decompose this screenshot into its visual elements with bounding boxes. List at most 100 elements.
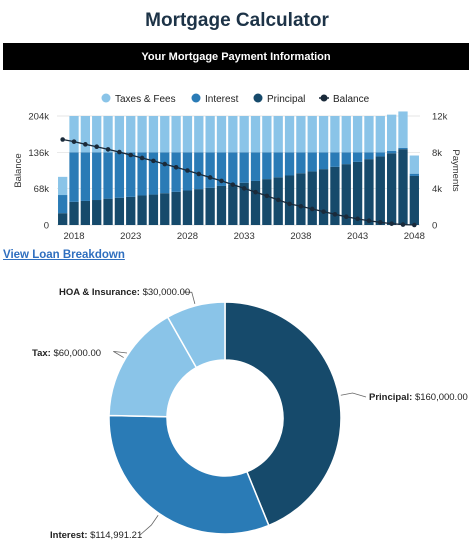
payment-bar-chart: Taxes & Fees Interest Principal Balance 0 68k…: [13, 93, 461, 242]
bar-taxes-fees: [307, 116, 317, 153]
bar-taxes-fees: [114, 116, 125, 153]
x-tick-label: 2043: [347, 231, 368, 242]
balance-point: [400, 222, 406, 227]
balance-point: [173, 164, 179, 170]
bar-interest: [171, 152, 181, 192]
bar-taxes-fees: [160, 116, 170, 153]
bar-taxes-fees: [194, 116, 204, 153]
x-tick-label: 2018: [63, 231, 84, 242]
view-loan-breakdown-link[interactable]: View Loan Breakdown: [3, 249, 125, 261]
bar-interest: [318, 152, 329, 170]
bar-taxes-fees: [296, 116, 306, 153]
y-right-axis-title: Payments: [450, 149, 461, 191]
y-left-tick-label: 68k: [34, 184, 50, 195]
donut-label-value: $30,000.00: [143, 287, 191, 298]
bar-principal: [148, 194, 159, 225]
bar-principal: [216, 185, 227, 225]
y-right-tick-label: 12k: [432, 112, 448, 123]
balance-point: [355, 216, 360, 222]
y-right-tick-label: 8k: [432, 148, 442, 159]
bar-taxes-fees: [250, 116, 261, 153]
donut-label-name: Interest:: [50, 530, 90, 541]
bar-principal: [92, 200, 102, 225]
bar-principal: [228, 184, 238, 225]
y-left-tick-label: 136k: [28, 148, 49, 159]
bar-interest: [80, 152, 91, 201]
bar-interest: [137, 152, 147, 196]
bar-interest: [296, 152, 306, 174]
bar-principal: [114, 197, 125, 225]
bar-interest: [250, 152, 261, 181]
bar-principal: [182, 190, 193, 225]
bar-principal: [69, 201, 79, 225]
bar-principal: [386, 153, 397, 225]
bar-interest: [352, 152, 363, 162]
bar-interest: [341, 152, 351, 165]
legend-dot-marker: [253, 93, 263, 103]
balance-point: [298, 203, 304, 209]
bar-principal: [171, 191, 181, 225]
bar-taxes-fees: [137, 116, 147, 153]
page-title: Mortgage Calculator: [145, 10, 329, 31]
bar-interest: [364, 152, 374, 160]
y-left-tick-label: 0: [44, 221, 49, 232]
legend-item-taxes-fees: Taxes & Fees: [101, 93, 176, 105]
bar-taxes-fees: [262, 116, 272, 153]
balance-point: [253, 189, 258, 195]
bar-interest: [239, 152, 249, 183]
bar-taxes-fees: [92, 116, 102, 153]
legend-label: Taxes & Fees: [115, 94, 176, 105]
donut-label-value: $114,991.21: [90, 530, 142, 541]
bar-taxes-fees: [318, 116, 329, 153]
bar-taxes-fees: [126, 116, 136, 153]
legend-label: Interest: [205, 94, 239, 105]
bar-principal: [296, 173, 306, 225]
bar-principal: [352, 161, 363, 225]
donut-label-hoa-insurance: HOA & Insurance: $30,000.00: [59, 287, 190, 298]
bar-taxes-fees: [273, 116, 283, 153]
bar-interest: [103, 152, 113, 199]
bar-principal: [126, 196, 136, 225]
legend-label: Principal: [267, 94, 305, 105]
balance-point: [151, 158, 156, 164]
y-left-axis-title: Balance: [13, 153, 24, 187]
bar-principal: [284, 175, 295, 225]
bar-interest: [114, 152, 125, 198]
donut-label-value: $60,000.00: [53, 348, 101, 359]
bar-interest: [284, 152, 295, 176]
balance-point: [412, 222, 417, 228]
bar-interest: [205, 152, 215, 188]
legend-dot-marker: [101, 93, 111, 103]
bar-interest: [409, 173, 419, 176]
legend-item-interest: Interest: [191, 93, 239, 105]
bar-principal: [318, 169, 329, 225]
balance-point: [162, 161, 168, 167]
legend-item-principal: Principal: [253, 93, 305, 105]
donut-label-interest: Interest: $114,991.21: [50, 530, 142, 541]
donut-leader-line: [139, 514, 159, 536]
balance-point: [389, 221, 394, 226]
bar-principal: [239, 182, 249, 225]
balance-point: [377, 220, 383, 225]
payment-info-banner: Your Mortgage Payment Information: [3, 43, 469, 70]
banner-text: Your Mortgage Payment Information: [141, 50, 331, 63]
balance-point: [71, 139, 77, 144]
x-tick-label: 2038: [290, 231, 311, 242]
bar-taxes-fees: [228, 116, 238, 153]
donut-label-name: Principal:: [369, 392, 415, 403]
legend-item-balance: Balance: [319, 94, 370, 105]
balance-point: [219, 178, 224, 184]
bar-taxes-fees: [239, 116, 249, 153]
x-tick-label: 2028: [177, 231, 198, 242]
balance-point: [128, 152, 134, 158]
bar-taxes-fees: [205, 116, 215, 153]
bar-interest: [273, 152, 283, 178]
balance-point: [94, 144, 100, 150]
bar-taxes-fees: [69, 116, 79, 153]
bar-principal: [205, 187, 215, 225]
bar-principal: [194, 189, 204, 225]
balance-point: [230, 182, 236, 187]
donut-label-name: Tax:: [32, 348, 53, 359]
bar-interest: [228, 152, 238, 185]
bar-principal: [364, 159, 374, 225]
